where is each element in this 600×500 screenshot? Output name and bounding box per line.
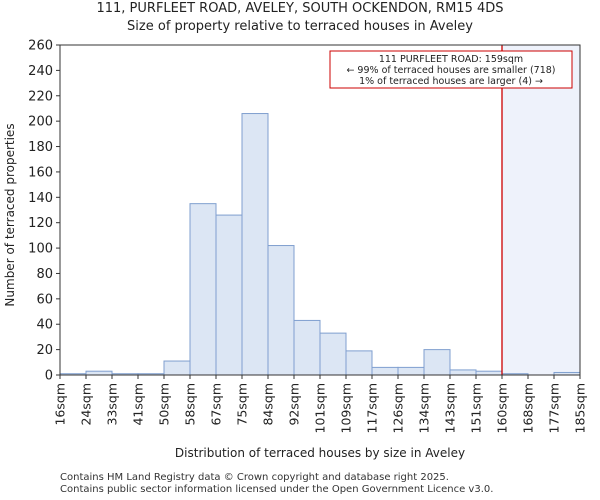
x-tick-label: 24sqm — [79, 383, 94, 426]
x-tick-label: 143sqm — [443, 383, 458, 433]
y-tick-label: 180 — [28, 140, 53, 155]
x-tick-label: 185sqm — [573, 383, 588, 433]
y-tick-label: 240 — [28, 64, 53, 79]
x-tick-label: 126sqm — [391, 383, 406, 433]
y-axis-label: Number of terraced properties — [3, 123, 17, 306]
histogram-bar — [475, 370, 503, 376]
x-tick-label: 58sqm — [183, 383, 198, 426]
y-tick-label: 220 — [28, 89, 53, 104]
histogram-bar — [85, 370, 113, 376]
histogram-bar — [267, 245, 295, 376]
histogram-bar — [215, 214, 243, 376]
x-tick-label: 117sqm — [365, 383, 380, 433]
histogram-bar — [241, 113, 269, 376]
x-tick-label: 101sqm — [313, 383, 328, 433]
y-tick-label: 40 — [36, 318, 53, 333]
y-tick-label: 200 — [28, 115, 53, 130]
annotation-line-2: ← 99% of terraced houses are smaller (71… — [346, 65, 555, 76]
histogram-bar — [423, 349, 451, 376]
histogram-bar — [189, 203, 217, 376]
x-axis-label: Distribution of terraced houses by size … — [175, 446, 465, 460]
x-tick-label: 33sqm — [105, 383, 120, 426]
chart-subtitle: Size of property relative to terraced ho… — [127, 19, 473, 34]
annotation-line-1: 111 PURFLEET ROAD: 159sqm — [379, 54, 523, 65]
x-tick-label: 75sqm — [235, 383, 250, 426]
histogram-bar — [371, 366, 399, 376]
x-tick-label: 151sqm — [469, 383, 484, 433]
x-tick-label: 109sqm — [339, 383, 354, 433]
property-annotation: 111 PURFLEET ROAD: 159sqm ← 99% of terra… — [329, 50, 573, 89]
y-tick-label: 160 — [28, 165, 53, 180]
highlight-region — [502, 45, 580, 375]
histogram-bar — [293, 319, 321, 376]
x-tick-label: 168sqm — [521, 383, 536, 433]
x-tick-label: 16sqm — [53, 383, 68, 426]
x-tick-label: 50sqm — [157, 383, 172, 426]
histogram-bar — [163, 360, 191, 376]
x-tick-label: 134sqm — [417, 383, 432, 433]
annotation-box — [329, 50, 573, 89]
x-tick-label: 92sqm — [287, 383, 302, 426]
histogram-bar — [397, 366, 425, 376]
x-tick-label: 160sqm — [495, 383, 510, 433]
footer-line-1: Contains HM Land Registry data © Crown c… — [60, 472, 449, 483]
footer-line-2: Contains public sector information licen… — [60, 484, 494, 495]
histogram-chart: 0 20 40 60 80 100 120 140 160 180 200 220 240 260 16s… — [3, 39, 588, 461]
y-tick-label: 80 — [36, 267, 53, 282]
annotation-line-3: 1% of terraced houses are larger (4) → — [359, 76, 543, 87]
histogram-bar — [449, 369, 477, 376]
y-tick-label: 0 — [45, 369, 53, 384]
histogram-bar — [319, 332, 347, 376]
histogram-bar — [345, 350, 373, 376]
chart-title: 111, PURFLEET ROAD, AVELEY, SOUTH OCKEND… — [96, 1, 504, 16]
y-tick-label: 100 — [28, 242, 53, 257]
x-tick-label: 84sqm — [261, 383, 276, 426]
y-tick-label: 60 — [36, 292, 53, 307]
x-tick-label: 41sqm — [131, 383, 146, 426]
x-tick-label: 177sqm — [547, 383, 562, 433]
y-tick-label: 20 — [36, 343, 53, 358]
x-tick-label: 67sqm — [209, 383, 224, 426]
y-tick-label: 260 — [28, 39, 53, 54]
y-tick-label: 120 — [28, 216, 53, 231]
y-tick-label: 140 — [28, 191, 53, 206]
